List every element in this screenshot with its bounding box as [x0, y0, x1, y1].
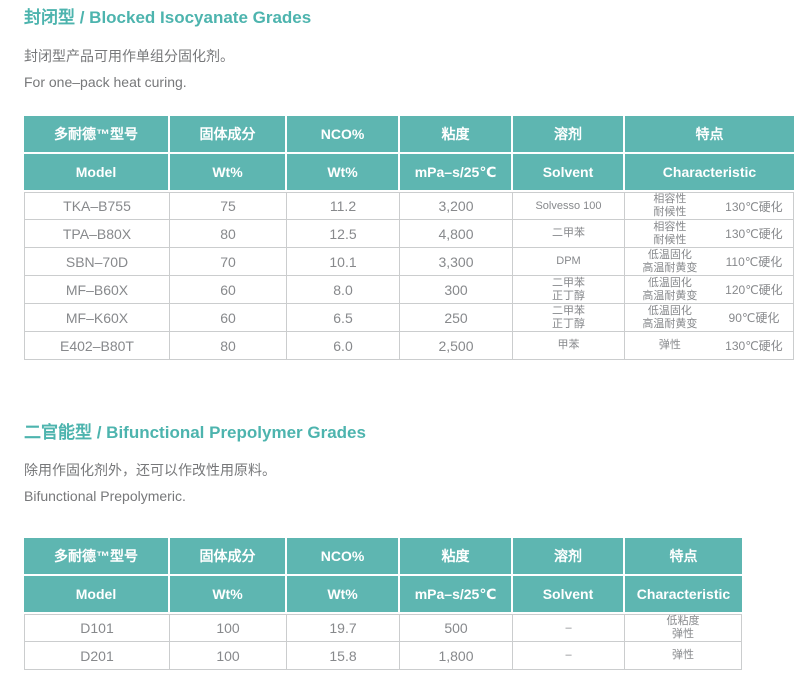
table-row: D201 100 15.8 1,800– 弹性	[24, 642, 742, 670]
col-header-nco-zh: NCO%	[287, 538, 400, 576]
col-header-viscosity-zh: 粘度	[400, 116, 513, 154]
table-row: TPA–B80X 80 12.5 4,800 二甲苯 相容性 耐候性 130℃硬化	[24, 220, 794, 248]
section-title-blocked: 封闭型 / Blocked Isocyanate Grades	[24, 8, 312, 27]
viscosity-cell: 1,800	[400, 642, 513, 670]
col-header-viscosity-en: mPa–s/25℃	[400, 576, 513, 614]
col-header-solid-en: Wt%	[170, 154, 287, 192]
col-header-solvent-zh: 溶剂	[513, 116, 625, 154]
characteristic-cell: 低温固化 高温耐黄变 120℃硬化	[625, 276, 794, 304]
solid-content-cell: 60	[170, 304, 287, 332]
col-header-nco-en: Wt%	[287, 154, 400, 192]
col-header-characteristic-zh: 特点	[625, 116, 794, 154]
viscosity-cell: 4,800	[400, 220, 513, 248]
solid-content-cell: 70	[170, 248, 287, 276]
nco-cell: 6.0	[287, 332, 400, 360]
col-header-nco-zh: NCO%	[287, 116, 400, 154]
col-header-solid-en: Wt%	[170, 576, 287, 614]
characteristic-cell: 弹性	[625, 642, 742, 670]
section-desc-en: For one–pack heat curing.	[24, 74, 187, 90]
nco-cell: 12.5	[287, 220, 400, 248]
col-header-nco-en: Wt%	[287, 576, 400, 614]
solvent-cell: 二甲苯 正丁醇	[513, 276, 625, 304]
solvent-cell: –	[513, 642, 625, 670]
solid-content-cell: 80	[170, 332, 287, 360]
section-desc-zh: 封闭型产品可用作单组分固化剂。	[24, 48, 234, 64]
nco-cell: 6.5	[287, 304, 400, 332]
viscosity-cell: 500	[400, 614, 513, 642]
table-header: 多耐德™型号 固体成分 NCO% 粘度 溶剂 特点 Model Wt% Wt% …	[24, 116, 794, 192]
model-cell: D101	[24, 614, 170, 642]
nco-cell: 19.7	[287, 614, 400, 642]
nco-cell: 8.0	[287, 276, 400, 304]
header-row-zh: 多耐德™型号 固体成分 NCO% 粘度 溶剂 特点	[24, 116, 794, 154]
characteristic-cell: 低粘度 弹性	[625, 614, 742, 642]
table-row: D101 100 19.7 500– 低粘度 弹性	[24, 614, 742, 642]
solvent-cell: DPM	[513, 248, 625, 276]
characteristic-cell: 低温固化 高温耐黄变 110℃硬化	[625, 248, 794, 276]
solvent-cell: –	[513, 614, 625, 642]
section-blocked-isocyanate: 封闭型 / Blocked Isocyanate Grades 封闭型产品可用作…	[24, 0, 806, 360]
header-row-en: Model Wt% Wt% mPa–s/25℃ Solvent Characte…	[24, 154, 794, 192]
table-body: TKA–B755 75 11.2 3,200 Solvesso 100 相容性 耐候性 130…	[24, 192, 794, 360]
table-body: D101 100 19.7 500– 低粘度 弹性 D201 100 15.8 1,800– 弹性	[24, 614, 742, 670]
nco-cell: 15.8	[287, 642, 400, 670]
model-cell: D201	[24, 642, 170, 670]
col-header-model-zh: 多耐德™型号	[24, 538, 170, 576]
solid-content-cell: 80	[170, 220, 287, 248]
col-header-solvent-en: Solvent	[513, 576, 625, 614]
bifunctional-prepolymer-table: 多耐德™型号 固体成分 NCO% 粘度 溶剂 特点 Model Wt% Wt% …	[24, 538, 742, 670]
model-cell: MF–B60X	[24, 276, 170, 304]
section-title-bifunctional: 二官能型 / Bifunctional Prepolymer Grades	[24, 423, 366, 442]
table-row: E402–B80T 80 6.0 2,500 甲苯 弹性 130℃硬化	[24, 332, 794, 360]
viscosity-cell: 250	[400, 304, 513, 332]
table-row: TKA–B755 75 11.2 3,200 Solvesso 100 相容性 耐候性 130…	[24, 192, 794, 220]
solid-content-cell: 100	[170, 614, 287, 642]
model-cell: E402–B80T	[24, 332, 170, 360]
solvent-cell: 甲苯	[513, 332, 625, 360]
col-header-solid-zh: 固体成分	[170, 538, 287, 576]
col-header-solvent-en: Solvent	[513, 154, 625, 192]
nco-cell: 11.2	[287, 192, 400, 220]
table-row: MF–B60X 60 8.0 300 二甲苯 正丁醇 低温固化 高温耐黄变 120℃硬化	[24, 276, 794, 304]
model-cell: SBN–70D	[24, 248, 170, 276]
section-desc-en: Bifunctional Prepolymeric.	[24, 488, 186, 504]
viscosity-cell: 300	[400, 276, 513, 304]
characteristic-cell: 相容性 耐候性 130℃硬化	[625, 220, 794, 248]
col-header-model-en: Model	[24, 576, 170, 614]
section-bifunctional-prepolymer: 二官能型 / Bifunctional Prepolymer Grades 除用…	[24, 422, 806, 670]
characteristic-cell: 低温固化 高温耐黄变 90℃硬化	[625, 304, 794, 332]
col-header-characteristic-en: Characteristic	[625, 154, 794, 192]
blocked-isocyanate-table: 多耐德™型号 固体成分 NCO% 粘度 溶剂 特点 Model Wt% Wt% …	[24, 116, 794, 360]
viscosity-cell: 2,500	[400, 332, 513, 360]
section-desc-zh: 除用作固化剂外，还可以作改性用原料。	[24, 462, 276, 478]
nco-cell: 10.1	[287, 248, 400, 276]
solid-content-cell: 60	[170, 276, 287, 304]
table-header: 多耐德™型号 固体成分 NCO% 粘度 溶剂 特点 Model Wt% Wt% …	[24, 538, 742, 614]
header-row-en: Model Wt% Wt% mPa–s/25℃ Solvent Characte…	[24, 576, 742, 614]
table-row: MF–K60X 60 6.5 250 二甲苯 正丁醇 低温固化 高温耐黄变 90℃硬化	[24, 304, 794, 332]
solvent-cell: 二甲苯	[513, 220, 625, 248]
col-header-solvent-zh: 溶剂	[513, 538, 625, 576]
characteristic-cell: 相容性 耐候性 130℃硬化	[625, 192, 794, 220]
table-row: SBN–70D 70 10.1 3,300 DPM 低温固化 高温耐黄变 110℃硬化	[24, 248, 794, 276]
model-cell: TPA–B80X	[24, 220, 170, 248]
solvent-cell: Solvesso 100	[513, 192, 625, 220]
solid-content-cell: 100	[170, 642, 287, 670]
col-header-model-zh: 多耐德™型号	[24, 116, 170, 154]
viscosity-cell: 3,300	[400, 248, 513, 276]
solvent-cell: 二甲苯 正丁醇	[513, 304, 625, 332]
characteristic-cell: 弹性 130℃硬化	[625, 332, 794, 360]
col-header-characteristic-zh: 特点	[625, 538, 742, 576]
model-cell: TKA–B755	[24, 192, 170, 220]
col-header-characteristic-en: Characteristic	[625, 576, 742, 614]
viscosity-cell: 3,200	[400, 192, 513, 220]
col-header-model-en: Model	[24, 154, 170, 192]
col-header-solid-zh: 固体成分	[170, 116, 287, 154]
model-cell: MF–K60X	[24, 304, 170, 332]
col-header-viscosity-en: mPa–s/25℃	[400, 154, 513, 192]
col-header-viscosity-zh: 粘度	[400, 538, 513, 576]
solid-content-cell: 75	[170, 192, 287, 220]
header-row-zh: 多耐德™型号 固体成分 NCO% 粘度 溶剂 特点	[24, 538, 742, 576]
